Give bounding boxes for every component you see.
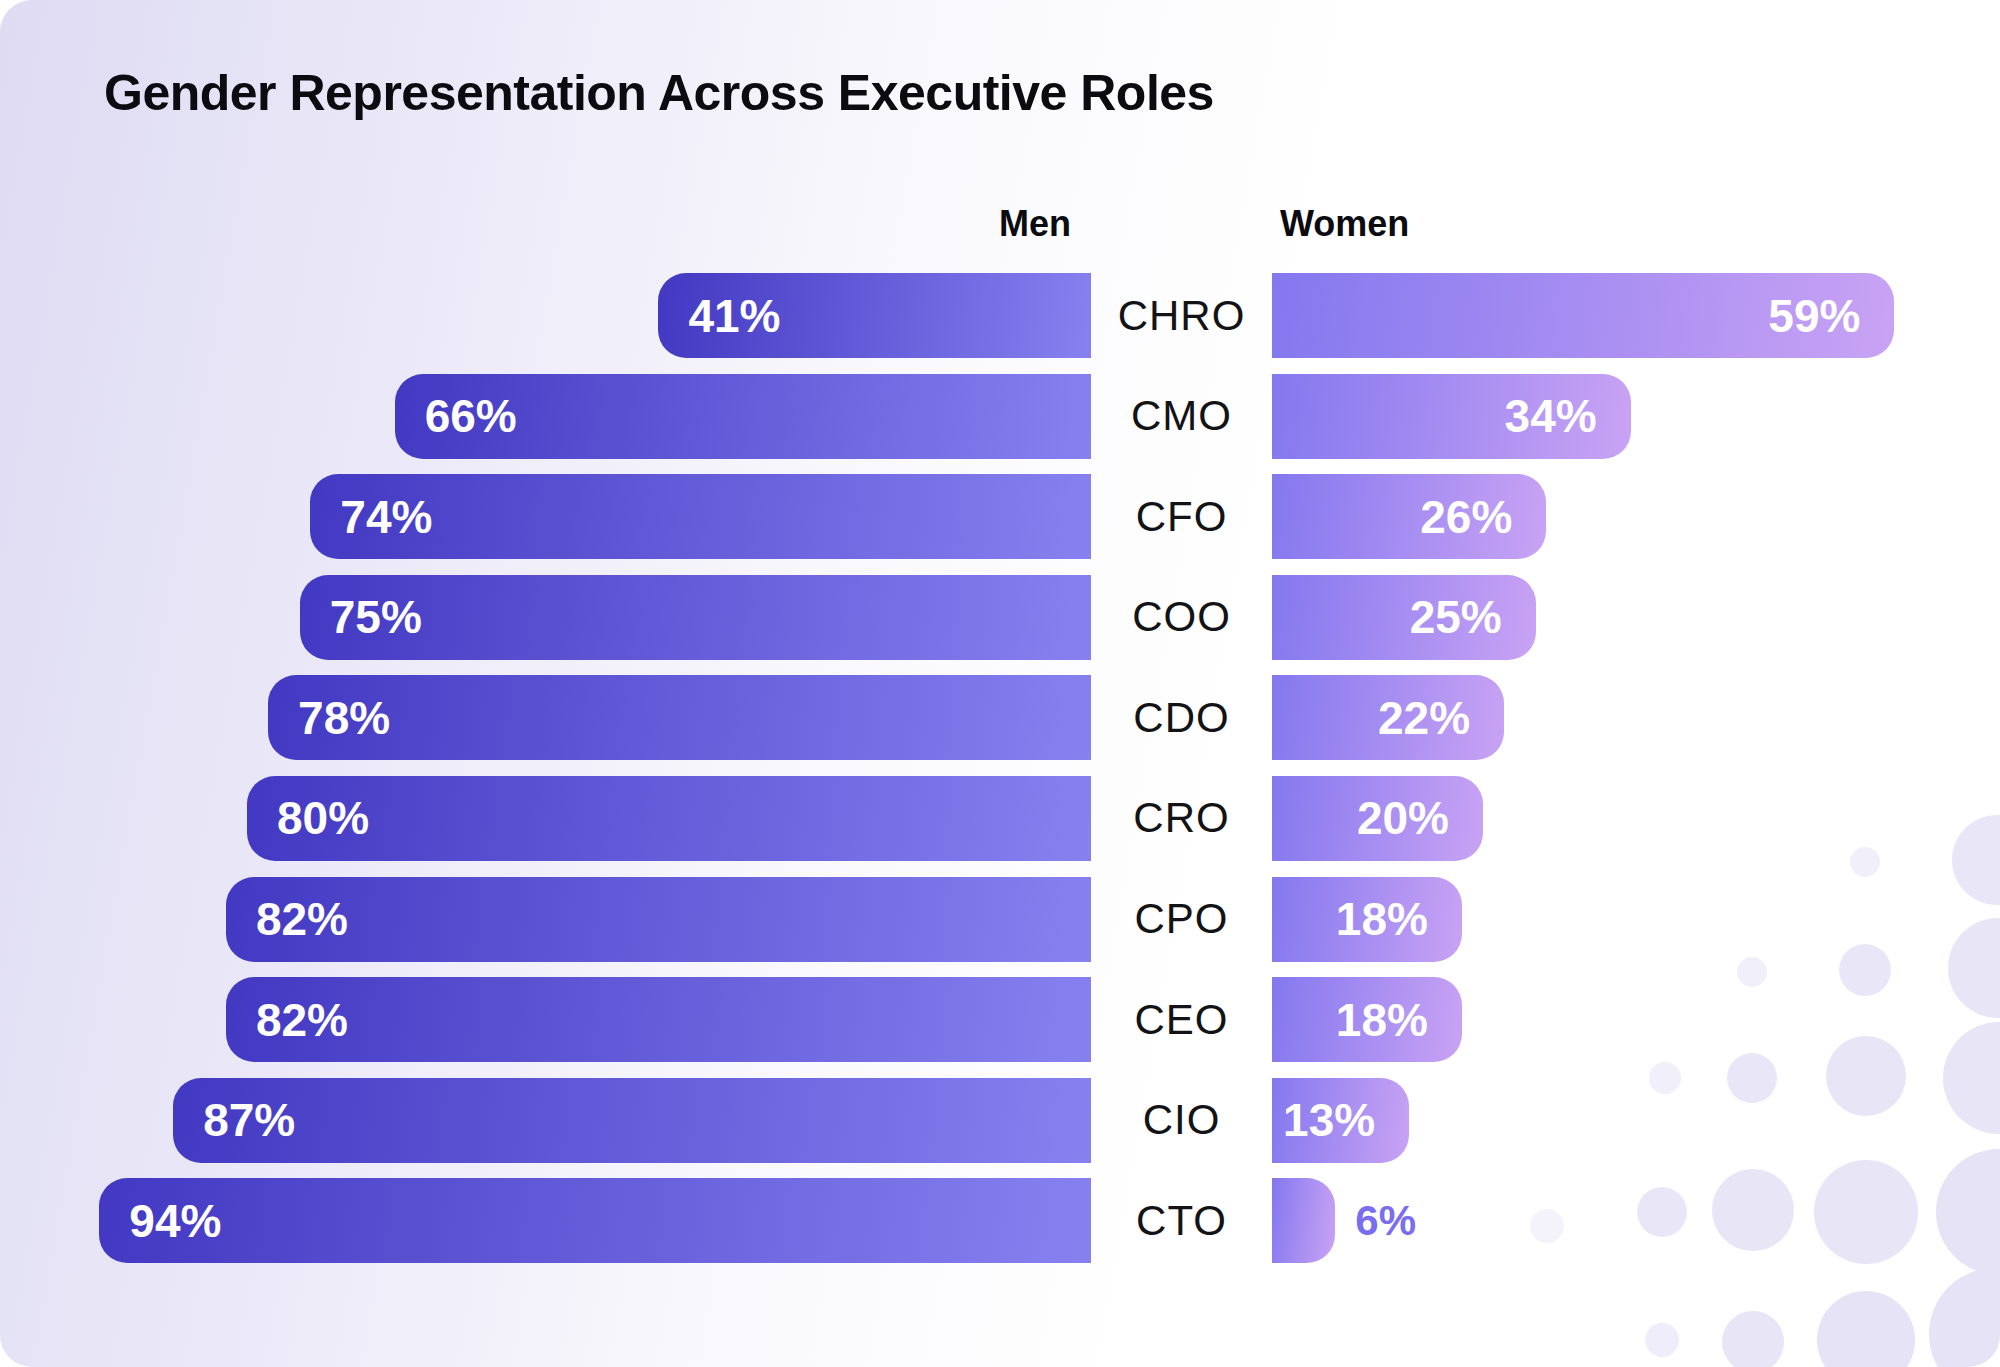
men-bar-cmo: 66%: [395, 374, 1091, 459]
women-value-label: 20%: [1357, 791, 1449, 845]
men-column-header: Men: [0, 203, 1091, 245]
chart-row: 41% CHRO 59%: [0, 273, 2000, 358]
chart-card: Gender Representation Across Executive R…: [0, 0, 2000, 1367]
women-bar-ceo: 18%: [1272, 977, 1462, 1062]
column-headers: Men Women: [0, 203, 2000, 245]
men-value-label: 80%: [277, 791, 369, 845]
men-value-label: 66%: [425, 389, 517, 443]
chart-row: 74% CFO 26%: [0, 474, 2000, 559]
chart-row: 94% CTO 6%: [0, 1178, 2000, 1263]
men-value-label: 41%: [688, 289, 780, 343]
women-value-label: 18%: [1336, 993, 1428, 1047]
chart-row: 80% CRO 20%: [0, 776, 2000, 861]
chart-row: 78% CDO 22%: [0, 675, 2000, 760]
women-bar-cmo: 34%: [1272, 374, 1631, 459]
men-bar-cpo: 82%: [226, 877, 1091, 962]
role-label-cfo: CFO: [1091, 474, 1272, 559]
role-label-ceo: CEO: [1091, 977, 1272, 1062]
men-bar-cio: 87%: [173, 1078, 1091, 1163]
women-bar-cpo: 18%: [1272, 877, 1462, 962]
chart-row: 82% CEO 18%: [0, 977, 2000, 1062]
women-value-label: 13%: [1283, 1093, 1375, 1147]
role-label-cto: CTO: [1091, 1178, 1272, 1263]
women-value-label: 6%: [1355, 1197, 1416, 1245]
chart-title: Gender Representation Across Executive R…: [104, 64, 1214, 122]
men-bar-ceo: 82%: [226, 977, 1091, 1062]
women-bar-coo: 25%: [1272, 575, 1536, 660]
role-label-cio: CIO: [1091, 1078, 1272, 1163]
role-label-cpo: CPO: [1091, 877, 1272, 962]
men-bar-coo: 75%: [300, 575, 1091, 660]
role-label-cro: CRO: [1091, 776, 1272, 861]
men-value-label: 82%: [256, 892, 348, 946]
men-bar-cto: 94%: [99, 1178, 1091, 1263]
men-value-label: 87%: [203, 1093, 295, 1147]
women-value-label: 25%: [1410, 590, 1502, 644]
men-value-label: 75%: [330, 590, 422, 644]
women-value-label: 59%: [1768, 289, 1860, 343]
men-value-label: 82%: [256, 993, 348, 1047]
men-value-label: 94%: [129, 1194, 221, 1248]
women-bar-cfo: 26%: [1272, 474, 1546, 559]
chart-row: 75% COO 25%: [0, 575, 2000, 660]
women-bar-cio: 13%: [1272, 1078, 1409, 1163]
chart-row: 82% CPO 18%: [0, 877, 2000, 962]
women-value-label: 26%: [1420, 490, 1512, 544]
role-label-cmo: CMO: [1091, 374, 1272, 459]
women-bar-cto: [1272, 1178, 1335, 1263]
role-label-chro: CHRO: [1091, 273, 1272, 358]
women-value-label: 18%: [1336, 892, 1428, 946]
men-value-label: 78%: [298, 691, 390, 745]
bar-chart: 41% CHRO 59% 66% CMO 34% 74% CFO 26% 75% COO 25% 78%…: [0, 273, 2000, 1263]
men-value-label: 74%: [340, 490, 432, 544]
chart-row: 66% CMO 34%: [0, 374, 2000, 459]
men-bar-chro: 41%: [658, 273, 1091, 358]
women-bar-cro: 20%: [1272, 776, 1483, 861]
role-label-coo: COO: [1091, 575, 1272, 660]
role-label-cdo: CDO: [1091, 675, 1272, 760]
men-bar-cfo: 74%: [310, 474, 1091, 559]
women-value-label: 34%: [1505, 389, 1597, 443]
men-bar-cro: 80%: [247, 776, 1091, 861]
women-bar-chro: 59%: [1272, 273, 1894, 358]
women-bar-cdo: 22%: [1272, 675, 1504, 760]
women-value-label: 22%: [1378, 691, 1470, 745]
men-bar-cdo: 78%: [268, 675, 1091, 760]
chart-row: 87% CIO13%: [0, 1078, 2000, 1163]
women-column-header: Women: [1272, 203, 2000, 245]
